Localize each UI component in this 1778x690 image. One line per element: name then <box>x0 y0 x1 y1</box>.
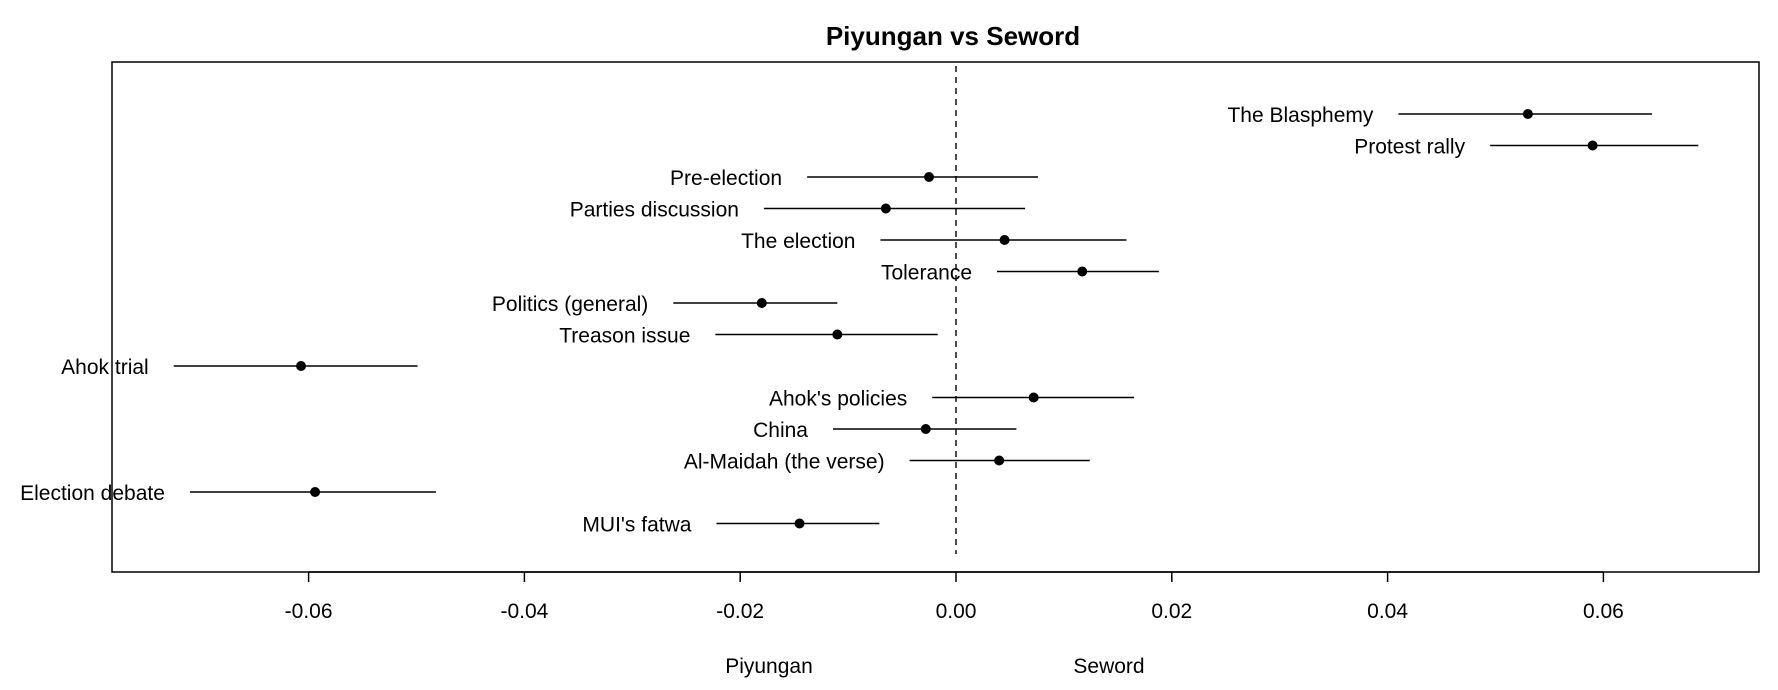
point-label: Protest rally <box>1354 136 1465 159</box>
point-marker <box>1522 109 1533 119</box>
x-tick-label: -0.04 <box>500 600 548 623</box>
point-label: Ahok's policies <box>769 388 907 411</box>
x-tick-label: -0.06 <box>285 600 333 623</box>
point-marker <box>920 424 931 434</box>
plot-frame <box>111 61 1760 573</box>
point-marker <box>880 203 891 214</box>
point-group: Pre-election <box>670 167 1039 190</box>
point-label: The election <box>741 230 855 253</box>
point-label: MUI's fatwa <box>582 514 691 537</box>
point-marker <box>924 172 935 182</box>
point-marker <box>1587 140 1598 151</box>
chart-title: Piyungan vs Seword <box>826 21 1080 51</box>
point-marker <box>1028 392 1039 403</box>
point-group: Ahok's policies <box>769 388 1135 411</box>
point-group: Parties discussion <box>570 199 1026 222</box>
x-axis: -0.06 -0.04 -0.02 0.00 0.02 0.04 0.06 <box>285 571 1624 623</box>
point-label: Parties discussion <box>570 199 739 222</box>
point-label: Election debate <box>20 482 165 505</box>
point-label: Tolerance <box>881 262 972 285</box>
point-group: The Blasphemy <box>1227 104 1652 127</box>
point-group: Al-Maidah (the verse) <box>684 451 1090 474</box>
point-marker <box>832 329 843 340</box>
point-group: Ahok trial <box>61 356 418 379</box>
side-label-left: Piyungan <box>725 655 813 678</box>
point-group: The election <box>741 230 1127 253</box>
point-group: China <box>753 419 1017 442</box>
point-group: Protest rally <box>1354 136 1699 159</box>
point-marker <box>994 455 1005 466</box>
x-tick-label: 0.00 <box>936 600 977 623</box>
point-marker <box>794 518 805 529</box>
point-label: Politics (general) <box>492 293 648 316</box>
point-group: Tolerance <box>881 262 1159 285</box>
point-marker <box>296 361 307 371</box>
point-group: MUI's fatwa <box>582 514 880 537</box>
point-marker <box>1077 266 1088 277</box>
point-label: Ahok trial <box>61 356 149 379</box>
point-label: Treason issue <box>559 325 690 348</box>
point-label: The Blasphemy <box>1227 104 1373 127</box>
point-label: Pre-election <box>670 167 782 190</box>
point-label: China <box>753 419 808 442</box>
point-marker <box>999 235 1010 245</box>
points-layer: The Blasphemy Protest rally Pre-election Pa… <box>20 104 1699 537</box>
point-group: Treason issue <box>559 325 938 348</box>
point-marker <box>756 298 767 308</box>
side-label-right: Seword <box>1073 655 1144 678</box>
x-tick-label: 0.02 <box>1151 600 1192 623</box>
x-tick-label: -0.02 <box>716 600 764 623</box>
point-group: Election debate <box>20 482 436 505</box>
point-marker <box>310 487 321 497</box>
x-tick-label: 0.04 <box>1367 600 1408 623</box>
point-label: Al-Maidah (the verse) <box>684 451 885 474</box>
x-tick-label: 0.06 <box>1583 600 1624 623</box>
point-group: Politics (general) <box>492 293 838 316</box>
